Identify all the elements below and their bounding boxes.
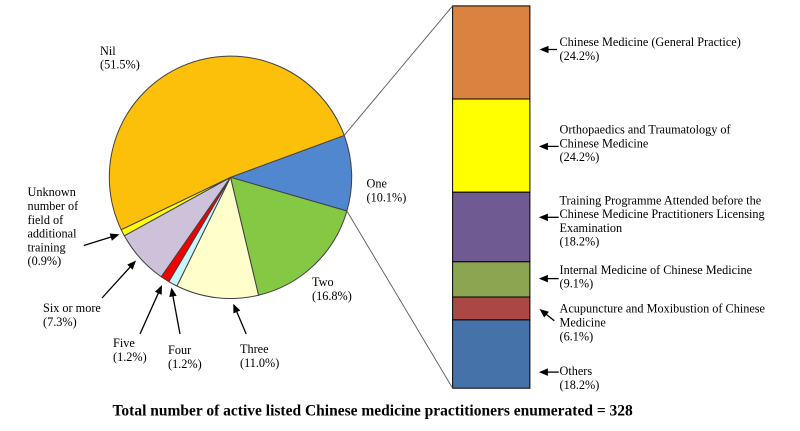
svg-text:(9.1%): (9.1%) xyxy=(560,277,594,291)
svg-text:(1.2%): (1.2%) xyxy=(113,350,147,364)
svg-text:(6.1%): (6.1%) xyxy=(560,329,594,343)
svg-text:Acupuncture and Moxibustion of: Acupuncture and Moxibustion of Chinese xyxy=(560,302,766,316)
svg-text:Six or more: Six or more xyxy=(43,301,101,315)
svg-text:additional: additional xyxy=(28,227,78,241)
svg-text:training: training xyxy=(28,240,66,254)
svg-text:Chinese Medicine: Chinese Medicine xyxy=(560,136,649,150)
svg-text:Training Programme Attended be: Training Programme Attended before the xyxy=(560,193,762,207)
svg-text:(1.2%): (1.2%) xyxy=(168,357,202,371)
svg-text:Three: Three xyxy=(240,342,269,356)
svg-text:(10.1%): (10.1%) xyxy=(367,190,407,204)
svg-text:Two: Two xyxy=(312,275,334,289)
svg-text:Five: Five xyxy=(113,336,135,350)
svg-text:Orthopaedics and Traumatology: Orthopaedics and Traumatology of xyxy=(560,123,732,137)
svg-text:Examination: Examination xyxy=(560,221,623,235)
svg-text:(18.2%): (18.2%) xyxy=(560,378,600,392)
svg-text:(24.2%): (24.2%) xyxy=(560,49,600,63)
svg-text:Chinese Medicine (General Prac: Chinese Medicine (General Practice) xyxy=(560,35,741,49)
svg-text:Chinese Medicine Practitioners: Chinese Medicine Practitioners Licensing xyxy=(560,207,765,221)
svg-text:(11.0%): (11.0%) xyxy=(240,356,279,370)
svg-text:Internal Medicine of Chinese M: Internal Medicine of Chinese Medicine xyxy=(560,263,753,277)
svg-text:Medicine: Medicine xyxy=(560,316,607,330)
svg-text:(16.8%): (16.8%) xyxy=(312,289,352,303)
svg-text:(18.2%): (18.2%) xyxy=(560,235,600,249)
svg-text:Others: Others xyxy=(560,364,593,378)
svg-text:One: One xyxy=(367,177,388,191)
svg-text:(24.2%): (24.2%) xyxy=(560,150,600,164)
svg-text:field of: field of xyxy=(28,213,65,227)
svg-text:(7.3%): (7.3%) xyxy=(43,315,77,329)
svg-text:(0.9%): (0.9%) xyxy=(28,254,62,268)
svg-text:Four: Four xyxy=(168,343,191,357)
svg-text:Nil: Nil xyxy=(100,44,116,58)
svg-text:(51.5%): (51.5%) xyxy=(100,58,140,72)
svg-text:Unknown: Unknown xyxy=(28,185,76,199)
svg-text:Total number of active listed: Total number of active listed Chinese me… xyxy=(113,403,634,420)
svg-text:number of: number of xyxy=(28,199,80,213)
